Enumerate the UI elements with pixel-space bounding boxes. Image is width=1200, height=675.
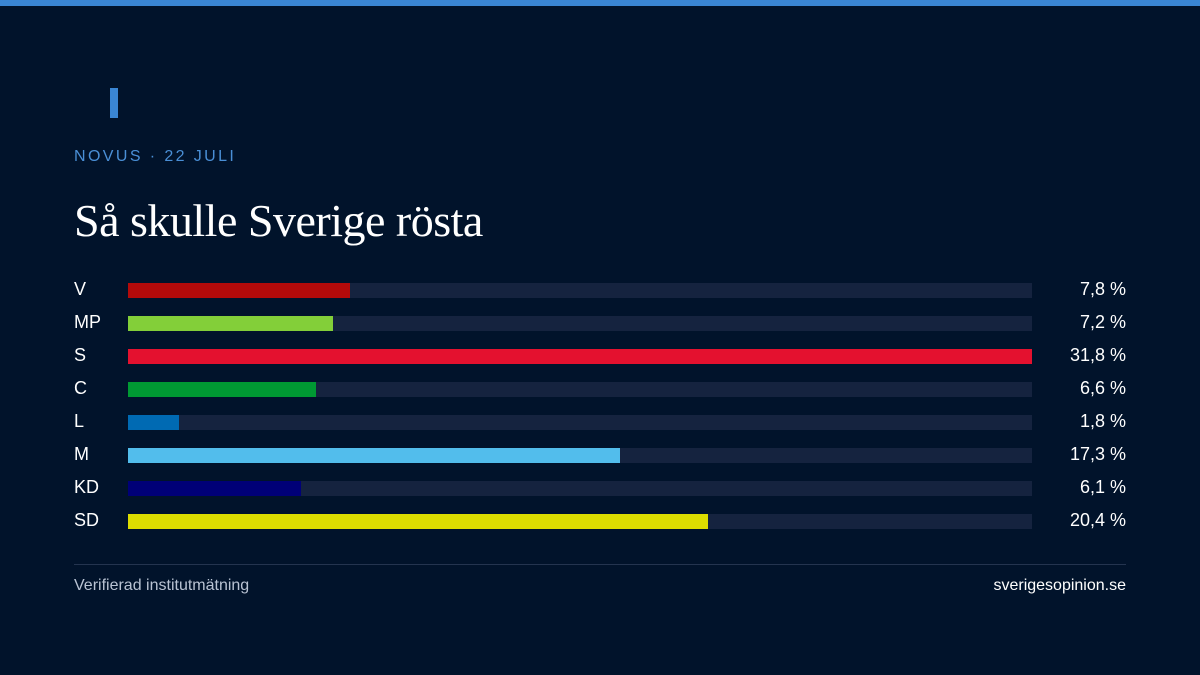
value-label-s: 31,8 % bbox=[1069, 345, 1126, 365]
bar-chart: V 7,8 % MP 7,2 % S 31,8 % C 6,6 % L 1,8 % M 17,3 % K… bbox=[74, 272, 1126, 536]
bar-track bbox=[128, 481, 1032, 496]
bar-row-m: M 17,3 % bbox=[74, 437, 1126, 470]
value-label-mp: 7,2 % bbox=[1079, 312, 1126, 332]
bar-row-s: S 31,8 % bbox=[74, 338, 1126, 371]
party-label-s: S bbox=[74, 345, 87, 365]
bar-track bbox=[128, 316, 1032, 331]
bar-row-c: C 6,6 % bbox=[74, 371, 1126, 404]
bar-mp bbox=[128, 316, 333, 331]
bar-row-sd: SD 20,4 % bbox=[74, 503, 1126, 536]
accent-mark bbox=[110, 88, 118, 118]
top-accent-strip bbox=[0, 0, 1200, 6]
bar-track bbox=[128, 415, 1032, 430]
chart-title: Så skulle Sverige rösta bbox=[74, 195, 483, 246]
bar-sd bbox=[128, 514, 708, 529]
footer-note: Verifierad institutmätning bbox=[74, 577, 250, 594]
party-label-v: V bbox=[74, 279, 87, 299]
party-label-l: L bbox=[74, 411, 85, 431]
party-label-kd: KD bbox=[74, 477, 100, 497]
footer-divider bbox=[74, 564, 1126, 565]
bar-m bbox=[128, 448, 620, 463]
bar-c bbox=[128, 382, 316, 397]
bar-row-kd: KD 6,1 % bbox=[74, 470, 1126, 503]
bar-row-l: L 1,8 % bbox=[74, 404, 1126, 437]
value-label-kd: 6,1 % bbox=[1079, 477, 1126, 497]
bar-row-mp: MP 7,2 % bbox=[74, 305, 1126, 338]
bar-track bbox=[128, 382, 1032, 397]
bar-track bbox=[128, 283, 1032, 298]
bar-track bbox=[128, 448, 1032, 463]
bar-l bbox=[128, 415, 179, 430]
value-label-l: 1,8 % bbox=[1079, 411, 1126, 431]
bar-track bbox=[128, 514, 1032, 529]
bar-s bbox=[128, 349, 1032, 364]
bar-kd bbox=[128, 481, 301, 496]
party-label-m: M bbox=[74, 444, 89, 464]
footer-site: sverigesopinion.se bbox=[993, 577, 1126, 594]
value-label-v: 7,8 % bbox=[1079, 279, 1126, 299]
source-date-kicker: NOVUS · 22 JULI bbox=[74, 148, 237, 165]
value-label-sd: 20,4 % bbox=[1069, 510, 1126, 530]
bar-track bbox=[128, 349, 1032, 364]
value-label-m: 17,3 % bbox=[1069, 444, 1126, 464]
bar-row-v: V 7,8 % bbox=[74, 272, 1126, 305]
bar-v bbox=[128, 283, 350, 298]
party-label-c: C bbox=[74, 378, 87, 398]
party-label-sd: SD bbox=[74, 510, 100, 530]
value-label-c: 6,6 % bbox=[1079, 378, 1126, 398]
party-label-mp: MP bbox=[74, 312, 101, 332]
